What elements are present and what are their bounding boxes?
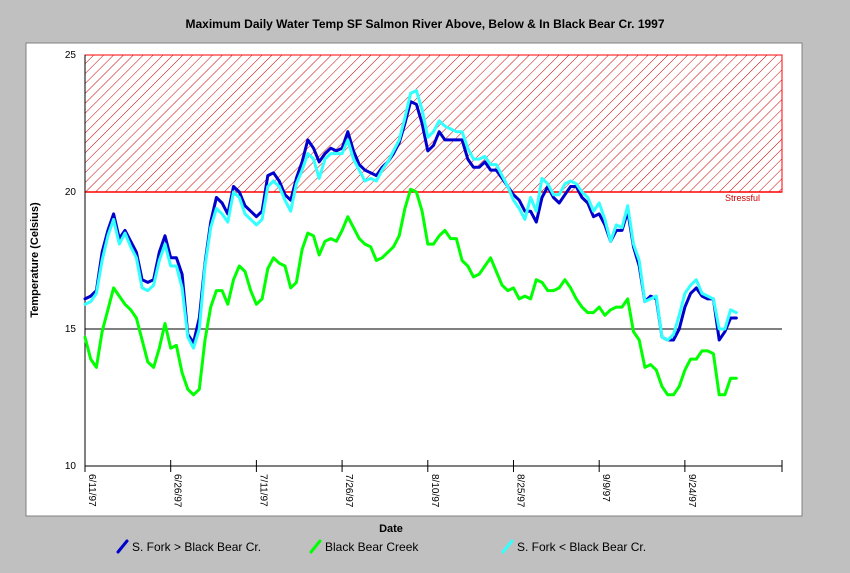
x-tick-label: 7/11/97 <box>257 474 268 507</box>
y-axis-label: Temperature (Celsius) <box>29 202 41 318</box>
series-lines <box>83 89 738 397</box>
legend-label: S. Fork > Black Bear Cr. <box>132 540 261 554</box>
x-tick-label: 8/25/97 <box>514 474 525 508</box>
legend: S. Fork > Black Bear Cr. Black Bear Creek… <box>116 539 646 554</box>
x-tick-label: 8/10/97 <box>429 474 440 508</box>
legend-label: Black Bear Creek <box>325 540 419 554</box>
series-line-1 <box>83 187 738 397</box>
y-tick-label: 15 <box>65 324 77 335</box>
legend-swatch <box>309 539 322 554</box>
chart-title: Maximum Daily Water Temp SF Salmon River… <box>185 17 664 31</box>
y-tick-label: 25 <box>65 50 77 61</box>
legend-label: S. Fork < Black Bear Cr. <box>517 540 646 554</box>
x-tick-label: 7/26/97 <box>343 474 354 508</box>
y-tick-label: 10 <box>65 461 77 472</box>
legend-swatch <box>116 539 129 554</box>
x-axis-label: Date <box>379 523 403 535</box>
y-tick-label: 20 <box>65 187 77 198</box>
x-tick-label: 6/26/97 <box>172 474 183 508</box>
legend-swatch <box>501 539 514 554</box>
stress-band: Stressful <box>84 54 783 203</box>
x-tick-label: 6/11/97 <box>86 474 97 507</box>
stress-band-label: Stressful <box>725 193 760 203</box>
x-tick-label: 9/24/97 <box>686 474 697 508</box>
stress-band-area <box>84 54 783 193</box>
x-tick-label: 9/9/97 <box>600 474 611 502</box>
axes: 10 15 20 25 6/11/97 6/26/97 7/11/97 7/26/97 8/10… <box>65 50 783 508</box>
series-line-2 <box>83 89 738 350</box>
